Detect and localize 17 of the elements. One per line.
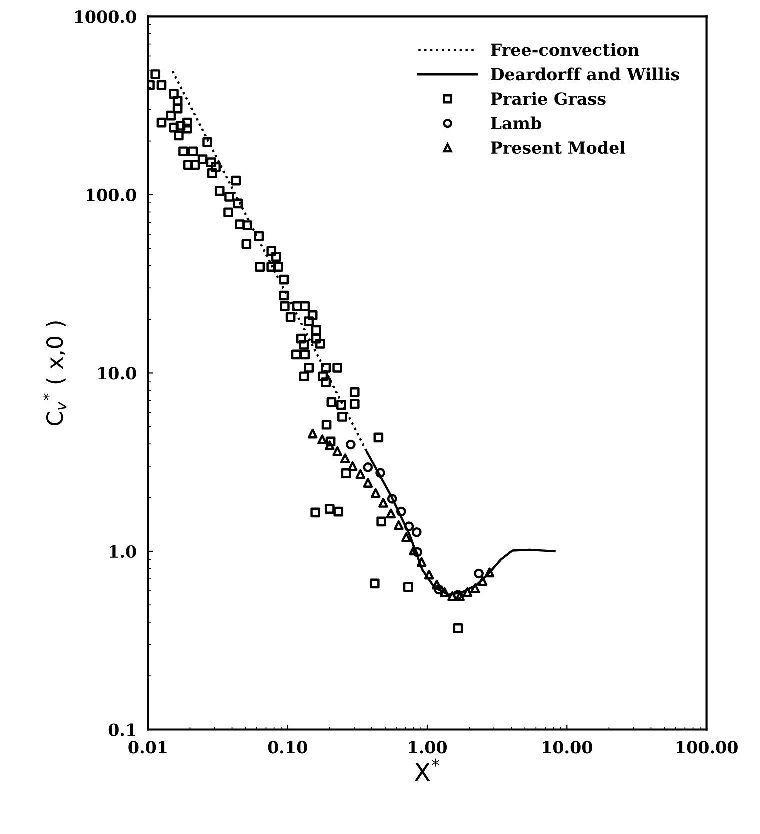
legend-label: Free-convection	[491, 43, 640, 56]
y-axis-title: C$_{v}$$^{*}$ ( x,0 )	[42, 322, 67, 426]
legend-label: Prarie Grass	[491, 92, 606, 106]
x-axis-title: X$^{*}$	[414, 758, 440, 782]
x-tick-label: 1.00	[409, 741, 448, 754]
x-tick-label: 0.01	[128, 741, 167, 754]
y-tick-label: 0.1	[108, 724, 136, 736]
legend-label: Present Model	[491, 141, 626, 154]
y-tick-label: 100.0	[86, 188, 136, 202]
y-tick-label: 1.0	[110, 545, 136, 558]
y-tick-label: 10.0	[98, 367, 136, 380]
y-tick-label: 1000.0	[75, 10, 136, 24]
x-tick-label: 0.10	[268, 741, 308, 754]
x-tick-label: 100.00	[676, 741, 738, 754]
legend-label: Deardorff and Willis	[491, 68, 680, 81]
legend-label: Lamb	[491, 116, 542, 130]
x-tick-label: 10.00	[543, 741, 592, 754]
